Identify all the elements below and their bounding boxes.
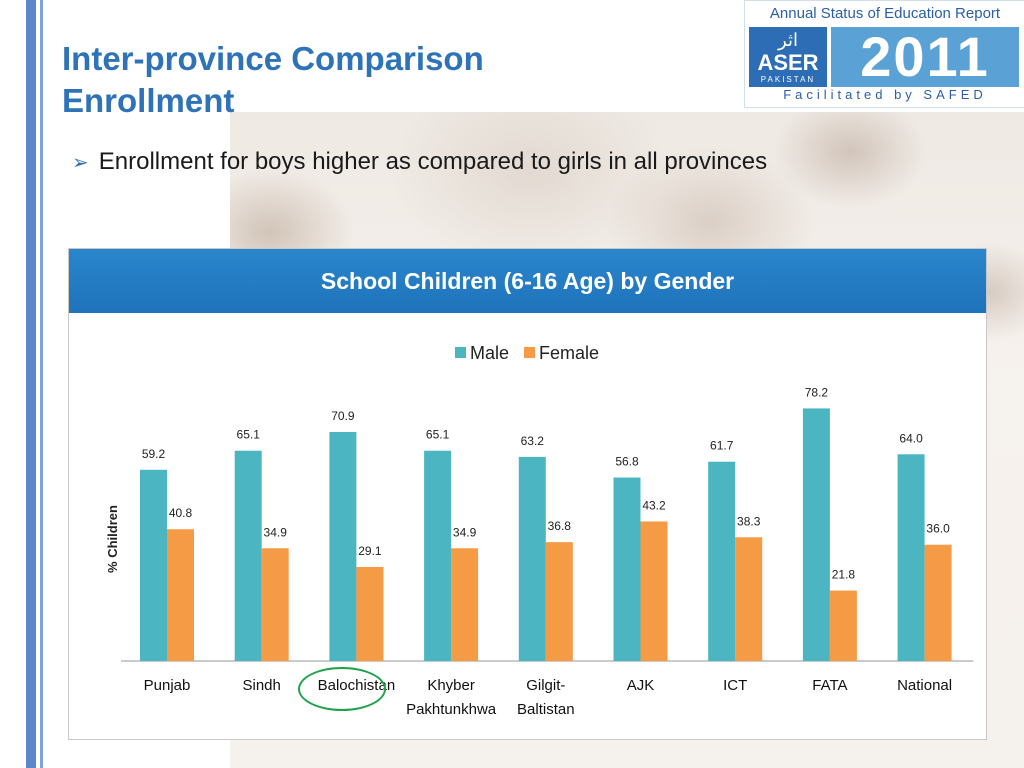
- legend-label-male: Male: [470, 343, 510, 363]
- logo-urdu-text: اثر: [778, 30, 798, 50]
- slide-title-line2: Enrollment: [62, 82, 235, 119]
- data-label-female: 43.2: [642, 498, 666, 512]
- bar-male: [613, 477, 641, 661]
- bar-female: [924, 544, 952, 661]
- x-tick-label: Sindh: [243, 677, 281, 694]
- data-label-female: 36.8: [548, 519, 572, 533]
- legend-label-female: Female: [539, 343, 600, 363]
- bullet-text: Enrollment for boys higher as compared t…: [98, 148, 768, 175]
- chart-legend: Male Female: [455, 343, 609, 364]
- x-tick-label: AJK: [627, 677, 655, 694]
- data-label-male: 59.2: [142, 447, 166, 461]
- x-tick-label: FATA: [812, 677, 847, 694]
- aser-logo: Annual Status of Education Report اثر AS…: [744, 0, 1024, 108]
- bar-male: [802, 408, 830, 661]
- data-label-male: 70.9: [331, 409, 355, 423]
- bar-male: [329, 431, 357, 661]
- bar-male: [708, 461, 736, 661]
- slide-title: Inter-province Comparison Enrollment: [62, 38, 662, 122]
- bar-male: [424, 450, 452, 661]
- y-axis-label: % Children: [105, 505, 120, 573]
- data-label-male: 64.0: [899, 431, 923, 445]
- data-label-female: 34.9: [453, 525, 477, 539]
- x-tick-label: Khyber: [427, 677, 475, 694]
- bar-male: [897, 454, 925, 661]
- chart-panel: School Children (6-16 Age) by Gender Mal…: [68, 248, 987, 740]
- data-label-male: 65.1: [237, 428, 261, 442]
- data-label-male: 56.8: [615, 455, 639, 469]
- data-label-female: 29.1: [358, 544, 382, 558]
- highlight-circle: [298, 667, 386, 711]
- legend-item-female: Female: [524, 343, 599, 363]
- bar-male: [140, 469, 167, 661]
- bar-chart-plot: % Children 59.2 40.8 Punjab 65.1 34.9 Sindh 70.…: [105, 385, 974, 718]
- bar-male: [518, 456, 546, 661]
- data-label-female: 40.8: [169, 506, 193, 520]
- data-label-male: 61.7: [710, 439, 734, 453]
- left-accent-bar: [26, 0, 36, 768]
- x-tick-label: Baltistan: [517, 701, 575, 718]
- bar-female: [356, 567, 384, 661]
- bar-female: [640, 521, 668, 661]
- slide-title-line1: Inter-province Comparison: [62, 40, 484, 77]
- data-label-female: 38.3: [737, 514, 761, 528]
- x-tick-label: National: [897, 677, 952, 694]
- bar-female: [829, 590, 857, 661]
- data-label-female: 21.8: [832, 568, 856, 582]
- logo-aser-block: اثر ASER PAKISTAN: [749, 27, 827, 87]
- bar-female: [735, 537, 763, 661]
- x-tick-label: Gilgit-: [526, 677, 565, 694]
- bar-female: [261, 548, 289, 661]
- logo-year: 2011: [831, 27, 1019, 87]
- left-accent-bar-thin: [40, 0, 43, 768]
- bar-female: [545, 542, 573, 661]
- data-label-female: 34.9: [264, 525, 288, 539]
- x-tick-label: Pakhtunkhwa: [406, 701, 497, 718]
- x-tick-label: ICT: [723, 677, 747, 694]
- data-label-female: 36.0: [926, 522, 950, 536]
- legend-swatch-female: [524, 346, 536, 358]
- bar-female: [451, 548, 479, 661]
- logo-top-text: Annual Status of Education Report: [769, 5, 1001, 22]
- chart-title: School Children (6-16 Age) by Gender: [69, 249, 986, 313]
- x-tick-label: Punjab: [144, 677, 191, 694]
- bullet-point: ➢ Enrollment for boys higher as compared …: [72, 148, 767, 176]
- logo-aser-text: ASER: [757, 50, 819, 75]
- legend-item-male: Male: [455, 343, 509, 363]
- data-label-male: 78.2: [805, 385, 829, 399]
- data-label-male: 65.1: [426, 428, 450, 442]
- logo-pakistan-text: PAKISTAN: [760, 75, 816, 84]
- bar-female: [167, 529, 194, 661]
- arrow-bullet-icon: ➢: [72, 152, 89, 174]
- legend-swatch-male: [455, 346, 466, 358]
- bar-male: [234, 450, 262, 661]
- data-label-male: 63.2: [521, 434, 545, 448]
- logo-bottom-text: Facilitated by SAFED: [783, 87, 987, 102]
